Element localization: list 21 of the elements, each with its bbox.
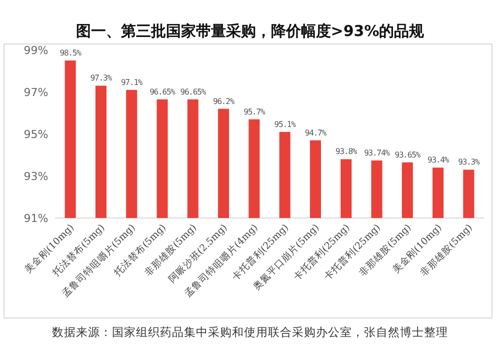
y-tick-label: 91% <box>24 212 48 225</box>
y-tick-label: 99% <box>24 44 48 57</box>
data-label: 97.3% <box>90 74 112 83</box>
y-tick-label: 95% <box>24 128 48 141</box>
data-label: 97.1% <box>121 78 143 87</box>
data-label: 95.7% <box>244 107 266 116</box>
data-label: 93.74% <box>364 148 390 158</box>
title: 图一、第三批国家带量采购，降价幅度>93%的品规 <box>76 22 424 40</box>
y-tick-label: 97% <box>24 86 48 99</box>
data-label: 95.1% <box>274 120 296 129</box>
data-label: 96.2% <box>212 96 235 106</box>
data-label: 94.7% <box>304 128 327 138</box>
data-label: 93.4% <box>427 156 450 165</box>
data-label: 98.5% <box>60 48 82 58</box>
data-label: 96.65% <box>180 87 206 96</box>
data-label: 93.8% <box>336 147 358 156</box>
data-label: 96.65% <box>150 87 176 96</box>
y-tick-label: 93% <box>24 170 48 183</box>
data-label: 93.65% <box>394 150 421 160</box>
data-label: 93.3% <box>458 158 480 167</box>
source-note: 数据来源：国家组织药品集中采购和使用联合采购办公室，张自然博士整理 <box>52 325 448 339</box>
